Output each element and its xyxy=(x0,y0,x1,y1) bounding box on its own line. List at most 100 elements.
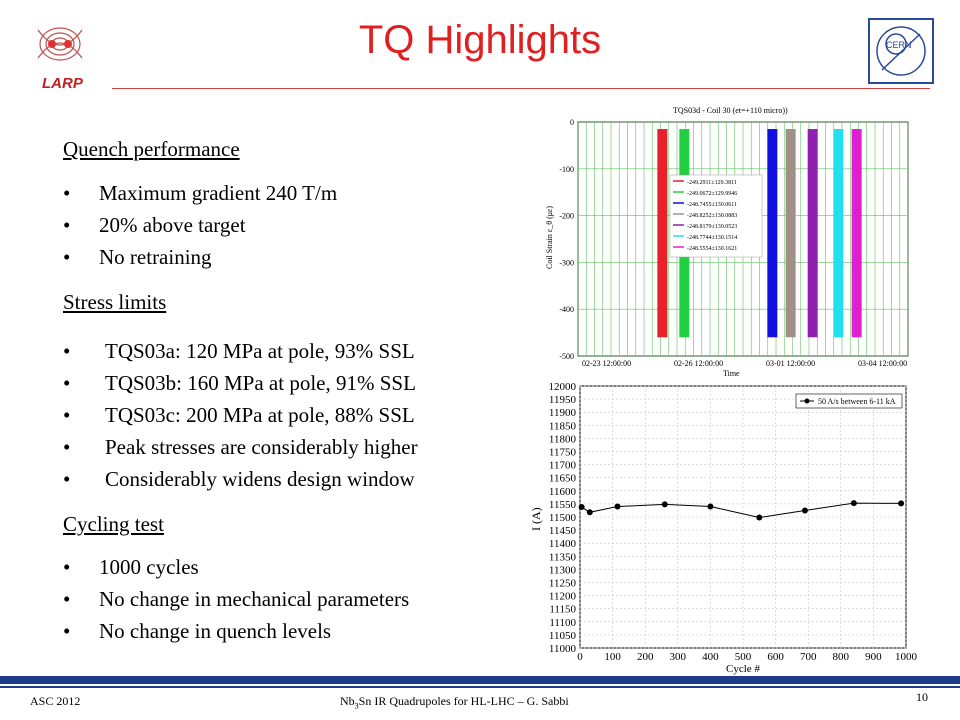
x-tick-label: 03-04 12:00:00 xyxy=(858,359,907,368)
y-tick-label: 11300 xyxy=(549,564,577,576)
data-point xyxy=(707,503,714,510)
strain-chart: 0 -100 -200 -300 -400 -500 02-23 12:00:00 02-26… xyxy=(545,106,909,378)
cern-logo-text: CERN xyxy=(886,40,912,50)
data-band xyxy=(833,129,844,338)
x-axis-label: Time xyxy=(723,369,740,378)
y-axis-label: I (A) xyxy=(529,507,543,531)
data-band xyxy=(767,129,778,338)
x-tick-label: 02-23 12:00:00 xyxy=(582,359,631,368)
y-tick-label: -100 xyxy=(559,165,574,174)
y-tick-label: 11850 xyxy=(549,420,577,432)
data-point xyxy=(756,514,763,521)
data-point xyxy=(898,500,905,507)
legend-label: -248.7744±130.1514 xyxy=(687,235,737,241)
x-tick-label: 02-26 12:00:00 xyxy=(674,359,723,368)
legend-label: -249.0672±129.9946 xyxy=(687,191,737,197)
data-point xyxy=(586,509,593,516)
y-tick-label: 11700 xyxy=(549,460,577,472)
bullet-item: • No retraining xyxy=(63,245,212,269)
legend-label: -248.8179±130.0523 xyxy=(687,224,737,230)
y-tick-label: 11550 xyxy=(549,499,577,511)
x-tick-label: 800 xyxy=(833,651,850,663)
data-band xyxy=(851,129,862,338)
y-tick-label: 11600 xyxy=(549,486,577,498)
x-tick-label: 900 xyxy=(865,651,882,663)
y-tick-label: 11500 xyxy=(549,512,577,524)
y-axis-label: Coil Strain ε_θ (με) xyxy=(545,206,554,269)
y-tick-label: -300 xyxy=(559,258,574,267)
x-tick-label: 100 xyxy=(604,651,621,663)
bullet-item: • No change in mechanical parameters xyxy=(63,587,410,611)
y-tick-label: 11050 xyxy=(549,630,577,642)
y-tick-label: 11450 xyxy=(549,525,577,537)
bullet-item: • Maximum gradient 240 T/m xyxy=(63,181,338,205)
bullet-item: • 1000 cycles xyxy=(63,555,199,579)
svg-text:LARP: LARP xyxy=(42,75,84,92)
data-point xyxy=(614,503,621,510)
legend-label: -249.2911±129.3811 xyxy=(687,180,737,186)
data-point xyxy=(578,504,585,511)
y-tick-label: 11350 xyxy=(549,551,577,563)
y-tick-label: 12000 xyxy=(549,381,577,393)
x-tick-label: 400 xyxy=(702,651,719,663)
x-tick-label: 700 xyxy=(800,651,817,663)
bullet-item: • Considerably widens design window xyxy=(63,467,415,491)
footer-line xyxy=(0,686,960,688)
title-divider xyxy=(112,88,930,89)
x-tick-label: 1000 xyxy=(895,651,918,663)
larp-logo: LARP xyxy=(30,20,100,100)
y-tick-label: -500 xyxy=(559,352,574,361)
slide-title: TQ Highlights xyxy=(358,18,602,62)
bullet-item: • Peak stresses are considerably higher xyxy=(63,435,418,459)
x-tick-label: 500 xyxy=(735,651,752,663)
chart-title: TQS03d - Coil 30 (et=+110 micro)) xyxy=(673,106,788,115)
y-tick-label: 11750 xyxy=(549,447,577,459)
cern-logo: CERN xyxy=(868,18,934,84)
data-band xyxy=(785,129,796,338)
y-tick-label: 11000 xyxy=(549,643,577,655)
data-band xyxy=(807,129,818,338)
plot-frame xyxy=(579,385,907,649)
legend-label: -248.5554±130.1621 xyxy=(687,246,737,252)
bullet-item: • No change in quench levels xyxy=(63,619,332,643)
x-tick-label: 300 xyxy=(670,651,687,663)
x-tick-label: 600 xyxy=(767,651,784,663)
bullet-item: • TQS03a: 120 MPa at pole, 93% SSL xyxy=(63,339,415,363)
y-tick-label: 11950 xyxy=(549,394,577,406)
y-tick-label: 11900 xyxy=(549,407,577,419)
y-tick-label: 11150 xyxy=(549,604,576,616)
footer-talk-title: Nb3Sn IR Quadrupoles for HL-LHC – G. Sab… xyxy=(340,694,569,711)
y-tick-label: 11800 xyxy=(549,433,577,445)
data-point xyxy=(801,507,808,514)
x-axis-label: Cycle # xyxy=(726,663,760,675)
page-number: 10 xyxy=(916,690,928,704)
data-band xyxy=(657,129,668,338)
section-heading-stress: Stress limits xyxy=(63,290,167,314)
x-tick-label: 0 xyxy=(577,651,583,663)
legend-label: -248.8252±130.0883 xyxy=(687,213,737,219)
bullet-item: • 20% above target xyxy=(63,213,246,237)
y-tick-label: 0 xyxy=(570,118,574,127)
y-tick-label: 11650 xyxy=(549,473,577,485)
y-tick-label: -400 xyxy=(559,305,574,314)
legend-marker xyxy=(804,398,810,404)
data-point xyxy=(661,501,668,508)
footer-conference: ASC 2012 xyxy=(30,694,81,708)
y-tick-label: 11400 xyxy=(549,538,577,550)
section-heading-quench: Quench performance xyxy=(63,137,240,161)
y-tick-label: 11250 xyxy=(549,578,577,590)
y-tick-label: -200 xyxy=(559,212,574,221)
bullet-item: • TQS03b: 160 MPa at pole, 91% SSL xyxy=(63,371,416,395)
footer-bar xyxy=(0,676,960,684)
data-point xyxy=(850,500,857,507)
y-tick-label: 11200 xyxy=(549,591,577,603)
section-heading-cycling: Cycling test xyxy=(63,512,164,536)
bullet-item: • TQS03c: 200 MPa at pole, 88% SSL xyxy=(63,403,415,427)
y-tick-label: 11100 xyxy=(549,617,576,629)
x-tick-label: 03-01 12:00:00 xyxy=(766,359,815,368)
legend-box xyxy=(795,393,903,409)
legend-label: 50 A/s between 6-11 kA xyxy=(818,397,896,406)
legend-box xyxy=(669,174,763,258)
legend-label: -248.7455±130.0611 xyxy=(687,202,737,208)
